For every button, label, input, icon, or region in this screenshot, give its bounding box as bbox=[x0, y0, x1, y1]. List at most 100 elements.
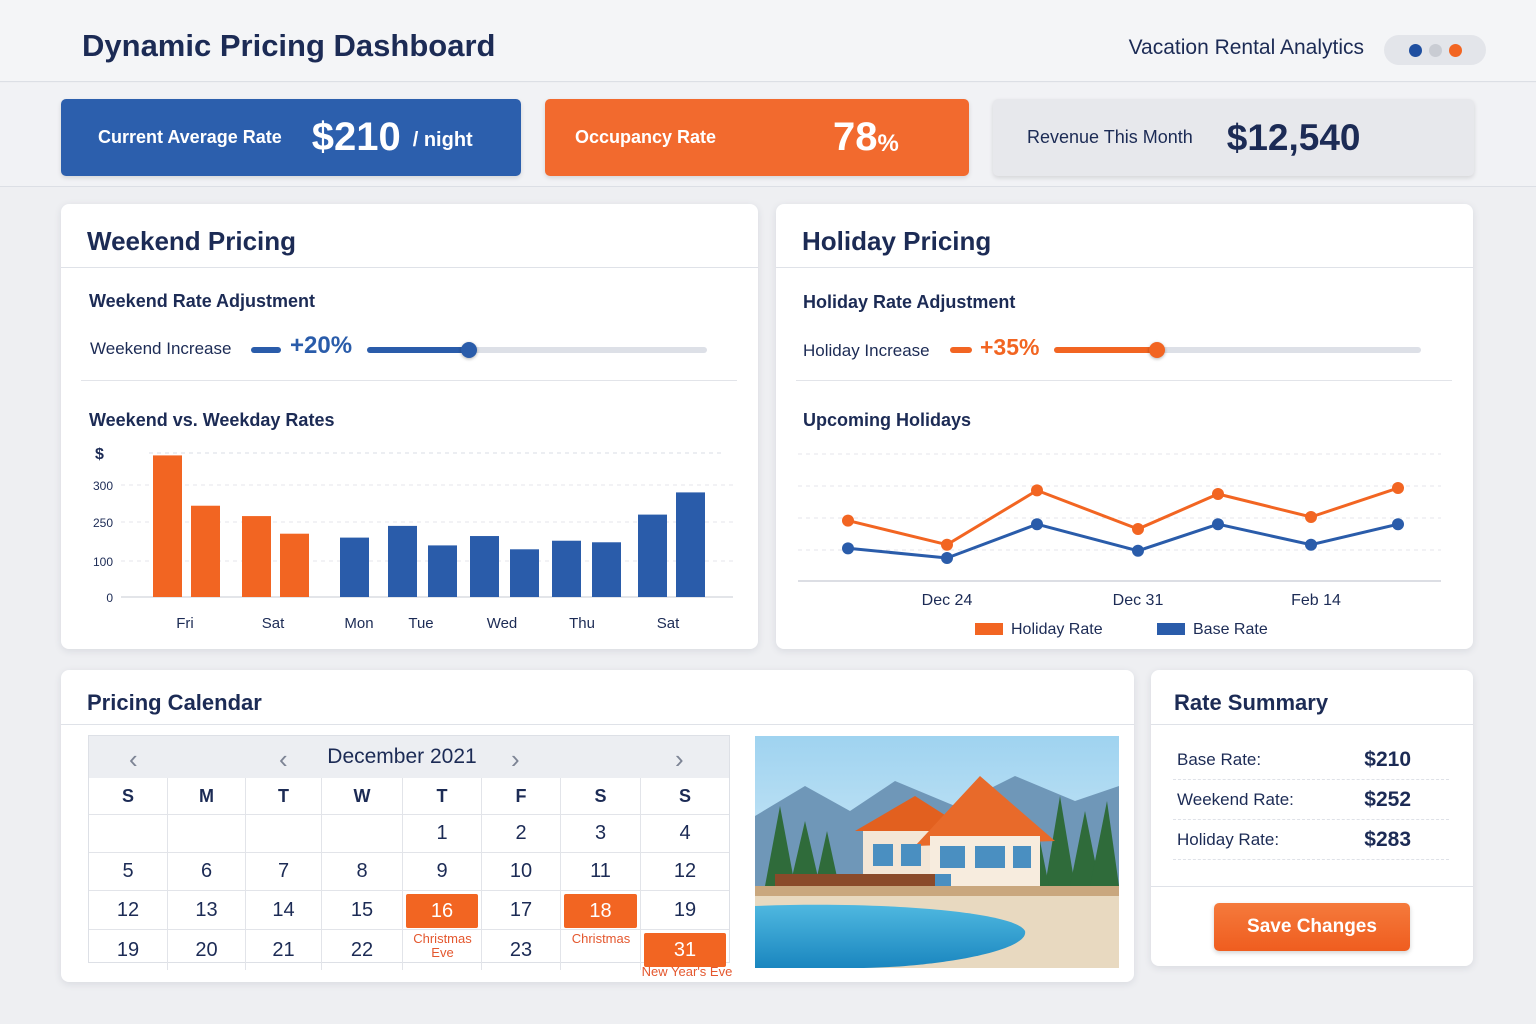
calendar-day[interactable]: 2 bbox=[482, 815, 561, 852]
calendar-day[interactable]: 5 bbox=[89, 853, 168, 890]
y-tick-label: 300 bbox=[93, 479, 113, 493]
data-point bbox=[1392, 482, 1404, 494]
summary-weekend-value: $252 bbox=[1364, 787, 1411, 811]
weekday-label: M bbox=[168, 778, 246, 814]
x-tick-label: Dec 24 bbox=[922, 592, 973, 609]
bar bbox=[191, 505, 220, 597]
calendar-day[interactable]: 16 bbox=[403, 891, 482, 929]
calendar-month-label: December 2021 bbox=[327, 745, 477, 768]
bar bbox=[388, 525, 417, 597]
holiday-name-label: New Year's Eve bbox=[641, 964, 733, 979]
kpi-average-rate-unit: / night bbox=[412, 129, 473, 151]
calendar-day[interactable]: 10 bbox=[482, 853, 561, 890]
weekday-label: S bbox=[89, 778, 168, 814]
window-controls[interactable] bbox=[1384, 35, 1486, 65]
calendar-day bbox=[561, 930, 641, 970]
highlighted-day[interactable]: 16 bbox=[406, 894, 478, 928]
calendar-day[interactable]: 8 bbox=[322, 853, 403, 890]
calendar-week-row: 12 13 14 15 16 17 18 19 bbox=[89, 890, 729, 929]
window-dot-blue-icon[interactable] bbox=[1408, 43, 1422, 57]
weekend-increase-slider[interactable] bbox=[367, 342, 707, 358]
calendar-day[interactable]: 12 bbox=[89, 891, 168, 929]
calendar-day[interactable]: 11 bbox=[561, 853, 641, 890]
calendar-day[interactable]: 23 bbox=[482, 930, 561, 970]
y-axis-label: $ bbox=[95, 446, 104, 463]
holiday-name-label: Eve bbox=[431, 945, 454, 960]
summary-base-label: Base Rate: bbox=[1177, 749, 1262, 769]
weekday-label: F bbox=[482, 778, 561, 814]
weekday-label: T bbox=[403, 778, 482, 814]
calendar-day bbox=[89, 815, 168, 852]
save-changes-button[interactable]: Save Changes bbox=[1214, 903, 1410, 951]
calendar-day[interactable]: 3 bbox=[561, 815, 641, 852]
prev-month-chevron-icon[interactable]: ‹ bbox=[279, 744, 288, 774]
kpi-average-rate-value: $210 bbox=[311, 115, 401, 159]
bar bbox=[153, 455, 182, 597]
x-tick-label: Dec 31 bbox=[1113, 592, 1164, 609]
x-tick-label: Thu bbox=[569, 615, 595, 632]
bar bbox=[428, 545, 457, 597]
holiday-increase-value: +35% bbox=[980, 334, 1040, 360]
window-dot-gray-icon[interactable] bbox=[1428, 43, 1442, 57]
top-bar: Dynamic Pricing Dashboard Vacation Renta… bbox=[0, 0, 1536, 82]
calendar-day[interactable]: 19 bbox=[89, 930, 168, 970]
calendar-day[interactable]: 21 bbox=[246, 930, 322, 970]
calendar-day[interactable]: 4 bbox=[679, 822, 691, 844]
chevron-left-icon[interactable]: ‹ bbox=[129, 744, 138, 774]
calendar-day[interactable]: 6 bbox=[168, 853, 246, 890]
weekend-bar-chart: $0 100 250 300 Fri Sat Mon Tue Wed Thu Sat bbox=[93, 446, 733, 632]
calendar-day[interactable]: 9 bbox=[403, 853, 482, 890]
kpi-average-rate: Current Average Rate $210 / night bbox=[61, 99, 521, 176]
next-month-chevron-icon[interactable]: › bbox=[511, 744, 520, 774]
calendar-grid: S M T W T F S S 1 2 3 4 5 6 7 8 9 10 11 12 12 13 14 15 16 17 18 19 1… bbox=[89, 778, 729, 970]
data-point bbox=[1305, 538, 1317, 551]
bar bbox=[340, 537, 369, 597]
kpi-revenue-label: Revenue This Month bbox=[1027, 127, 1193, 147]
calendar-day[interactable]: 22 bbox=[322, 930, 403, 970]
holiday-increase-slider[interactable] bbox=[1054, 342, 1421, 358]
calendar-day[interactable]: 31 bbox=[641, 930, 729, 970]
bar bbox=[280, 533, 309, 597]
calendar-day[interactable]: 17 bbox=[482, 891, 561, 929]
calendar-header: ‹ ‹ December 2021 › › bbox=[89, 736, 729, 778]
bar bbox=[470, 536, 499, 597]
pricing-calendar-card: Pricing Calendar ‹ ‹ December 2021 › › S… bbox=[61, 670, 1134, 982]
weekend-slider-handle[interactable] bbox=[461, 342, 477, 358]
highlighted-day[interactable]: 18 bbox=[564, 894, 637, 928]
calendar-day[interactable]: 19 bbox=[673, 899, 697, 921]
section-divider bbox=[81, 380, 737, 381]
summary-row-base: Base Rate: $210 bbox=[1173, 740, 1449, 780]
vacation-house-photo bbox=[755, 736, 1119, 968]
calendar-day[interactable]: 20 bbox=[168, 930, 246, 970]
holiday-chart-title: Upcoming Holidays bbox=[803, 410, 972, 430]
holiday-slider-handle[interactable] bbox=[1148, 342, 1165, 358]
calendar-day[interactable]: 12 bbox=[673, 860, 697, 882]
legend-label: Holiday Rate bbox=[1011, 621, 1103, 638]
app-title: Dynamic Pricing Dashboard bbox=[82, 28, 496, 63]
data-point bbox=[941, 538, 953, 551]
calendar-day[interactable]: 15 bbox=[322, 891, 403, 929]
data-point bbox=[1392, 518, 1404, 531]
x-tick-label: Sat bbox=[657, 615, 680, 632]
section-divider bbox=[796, 380, 1452, 381]
y-tick-label: 0 bbox=[106, 591, 113, 605]
chevron-right-icon[interactable]: › bbox=[675, 744, 684, 774]
data-point bbox=[842, 542, 854, 555]
window-dot-orange-icon[interactable] bbox=[1448, 43, 1462, 57]
holiday-increase-label: Holiday Increase bbox=[803, 341, 930, 360]
app-subtitle: Vacation Rental Analytics bbox=[1128, 36, 1364, 59]
calendar-day[interactable]: 13 bbox=[168, 891, 246, 929]
weekday-label: T bbox=[246, 778, 322, 814]
calendar-week-row: 5 6 7 8 9 10 11 12 bbox=[89, 852, 729, 890]
x-tick-label: Fri bbox=[176, 615, 194, 632]
highlighted-day[interactable]: 31 bbox=[644, 933, 726, 967]
kpi-revenue-value: $12,540 bbox=[1226, 116, 1361, 158]
weekend-pricing-title: Weekend Pricing bbox=[87, 226, 297, 256]
calendar-day[interactable]: 18 bbox=[561, 891, 641, 929]
calendar-day[interactable]: 14 bbox=[246, 891, 322, 929]
calendar-day[interactable]: 1 bbox=[403, 815, 482, 852]
bar bbox=[552, 540, 581, 597]
calendar-day bbox=[322, 815, 403, 852]
calendar-day[interactable]: 7 bbox=[246, 853, 322, 890]
